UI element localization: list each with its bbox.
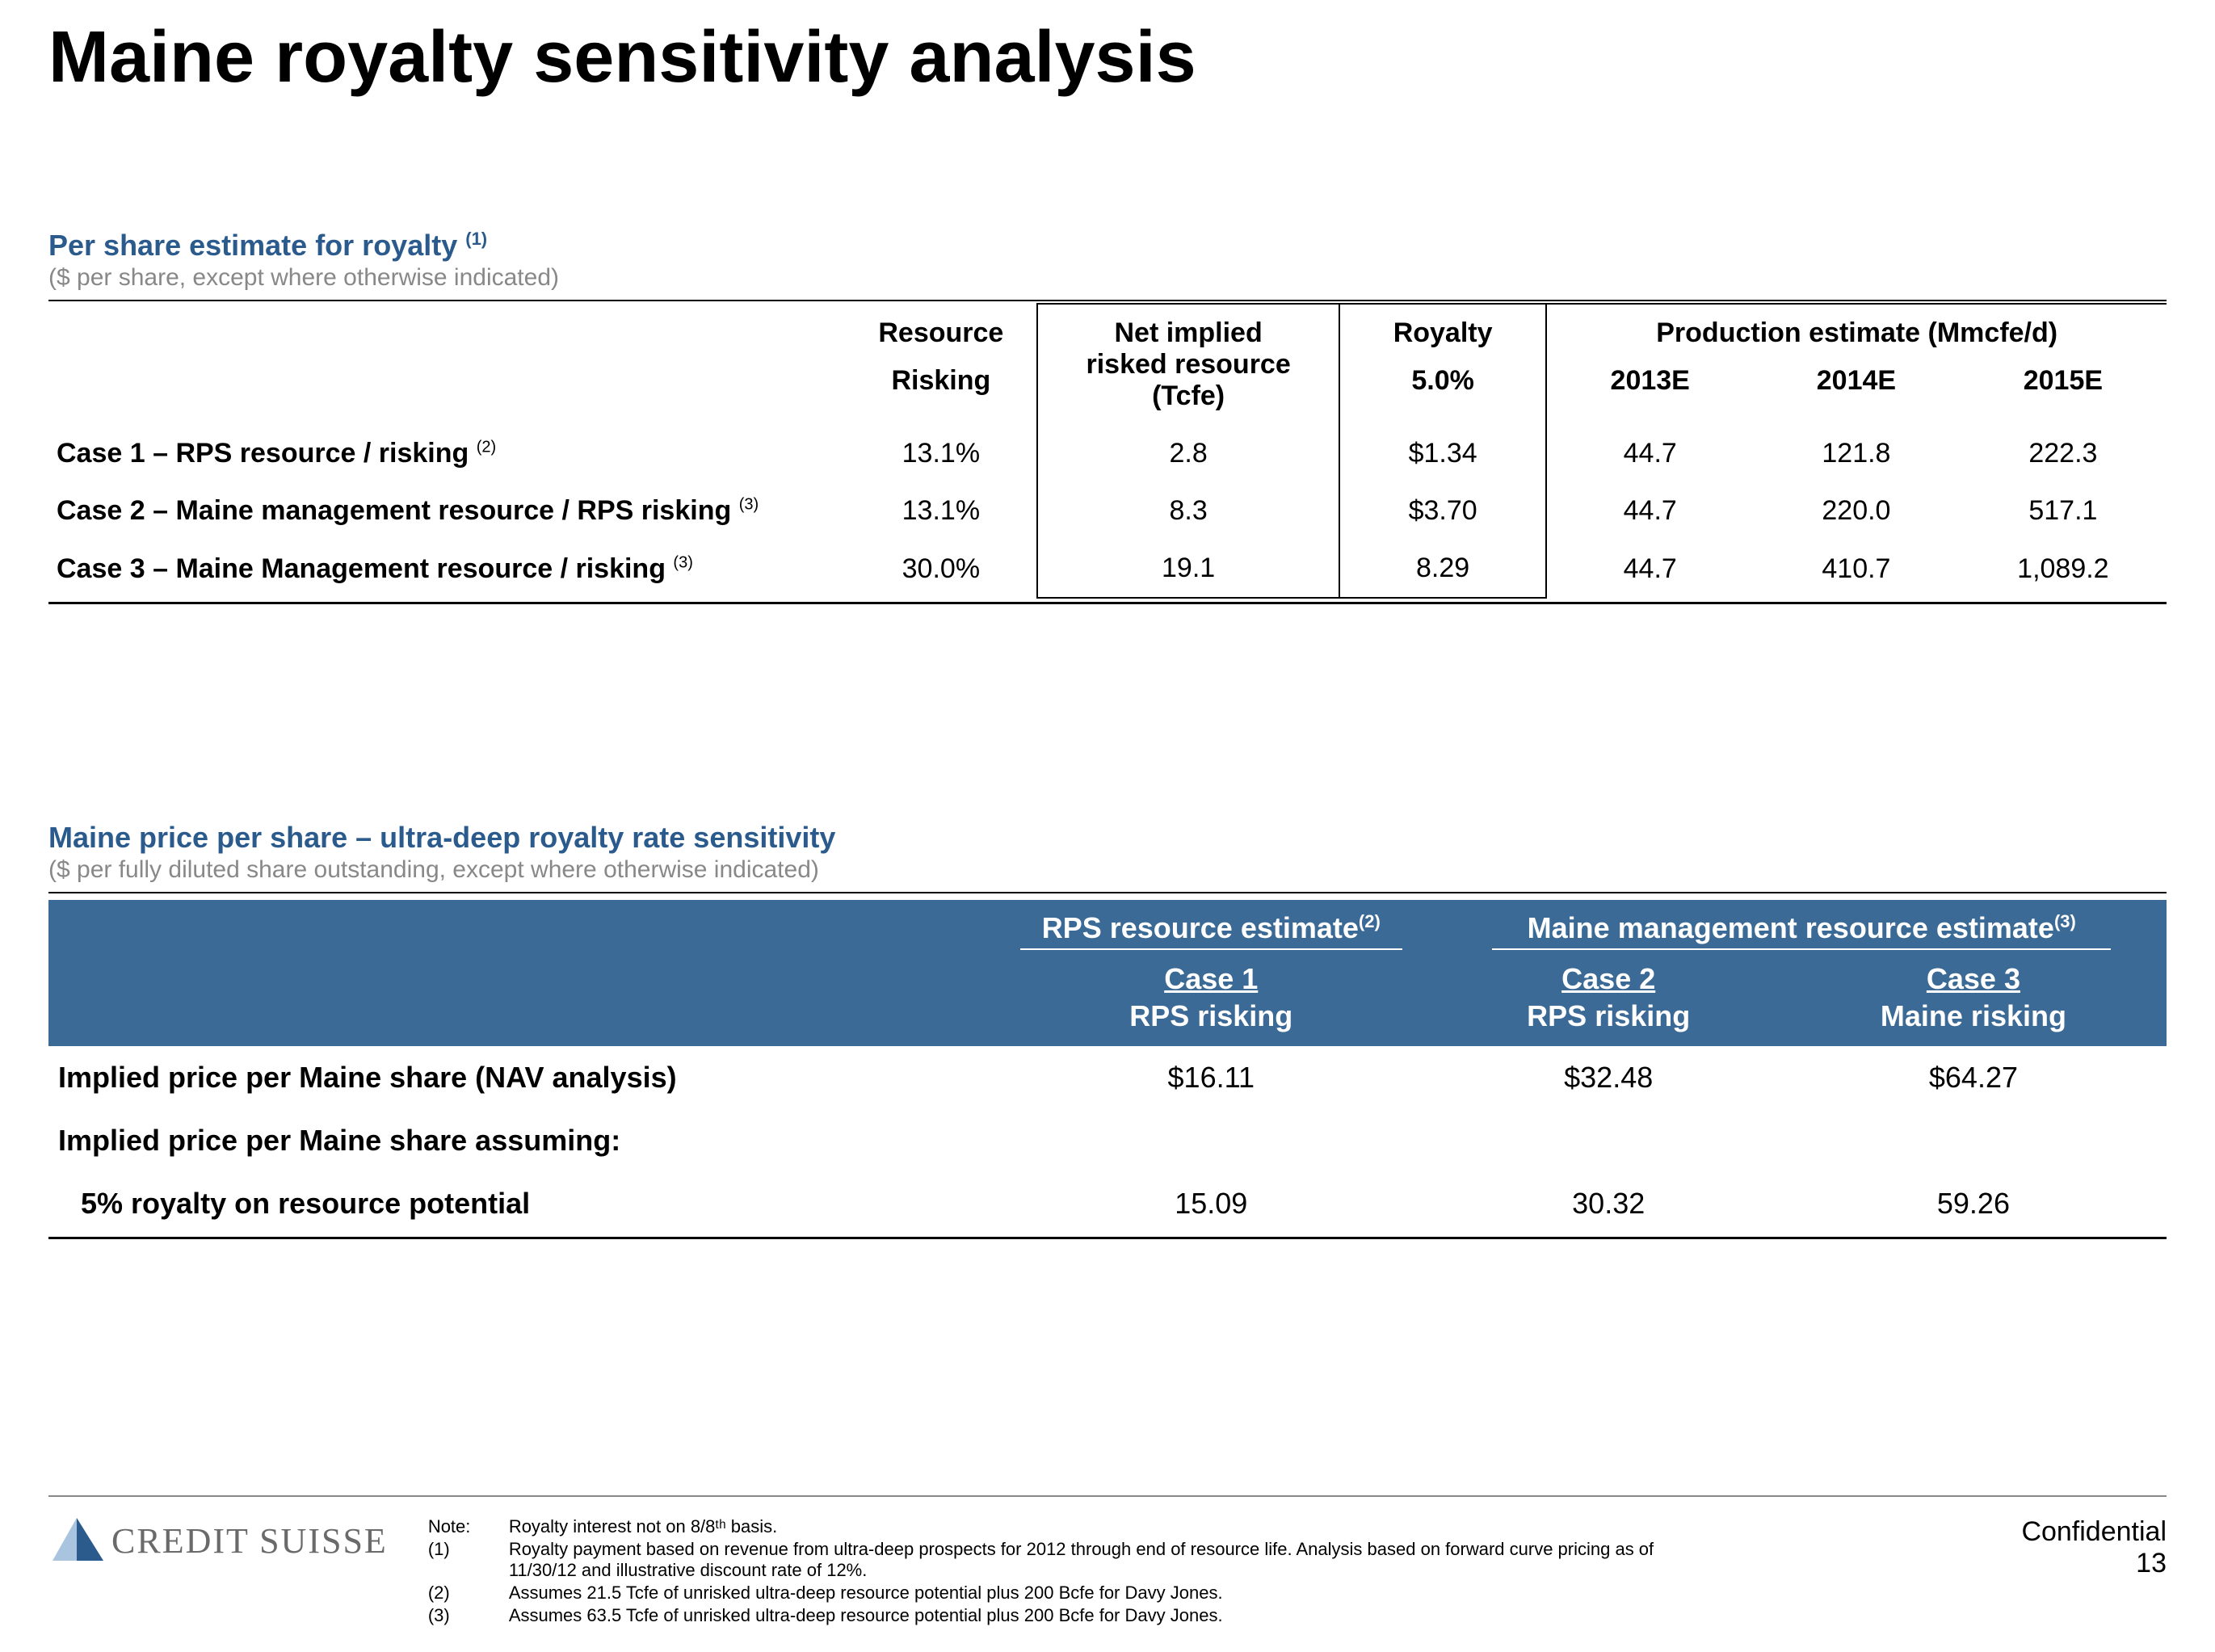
table1-subtitle: Per share estimate for royalty (1) [48, 229, 2167, 263]
nav-case3: $64.27 [1780, 1046, 2167, 1109]
table-row: Case 1 – RPS resource / risking (2) 13.1… [48, 425, 2167, 482]
case1-net: 2.8 [1037, 425, 1339, 482]
case2-sup: (3) [739, 496, 759, 514]
case1-risking: 13.1% [845, 425, 1037, 482]
price-sensitivity-table: RPS resource estimate(2) Maine managemen… [48, 900, 2167, 1235]
group2-sup: (3) [2054, 911, 2076, 931]
nav-case2: $32.48 [1437, 1046, 1780, 1109]
hdr-royalty: Royalty [1339, 304, 1547, 349]
table1-subtitle-sup: (1) [465, 229, 487, 249]
case1-sup: (2) [477, 439, 496, 456]
royalty-5pct-label: 5% royalty on resource potential [48, 1172, 986, 1235]
note1-text: Royalty payment based on revenue from ul… [509, 1539, 1721, 1581]
divider [48, 300, 2167, 301]
slide-footer: CREDIT SUISSE Note: Royalty interest not… [48, 1495, 2167, 1628]
assuming-label: Implied price per Maine share assuming: [48, 1109, 986, 1172]
footnotes: Note: Royalty interest not on 8/8ᵗʰ basi… [428, 1516, 1721, 1628]
royalty-case1: 15.09 [986, 1172, 1437, 1235]
case1-2013: 44.7 [1546, 425, 1753, 482]
case1-2015: 222.3 [1960, 425, 2167, 482]
hdr-royalty-pct: 5.0% [1339, 349, 1547, 425]
table1-subtitle-text: Per share estimate for royalty [48, 229, 457, 262]
sail-icon [48, 1516, 105, 1565]
table2-subtitle: Maine price per share – ultra-deep royal… [48, 821, 2167, 855]
case1-header: Case 1 [995, 962, 1427, 996]
table1-subnote: ($ per share, except where otherwise ind… [48, 264, 2167, 292]
note-text: Royalty interest not on 8/8ᵗʰ basis. [509, 1516, 1721, 1537]
case1-royalty: $1.34 [1339, 425, 1547, 482]
hdr-risking: Risking [845, 349, 1037, 425]
case2-net: 8.3 [1037, 482, 1339, 540]
case1-label: Case 1 – RPS resource / risking [57, 438, 469, 469]
case3-2013: 44.7 [1546, 540, 1753, 598]
group2-label: Maine management resource estimate [1528, 911, 2054, 944]
group1-sup: (2) [1359, 911, 1381, 931]
logo-text: CREDIT SUISSE [111, 1520, 388, 1562]
case2-2015: 517.1 [1960, 482, 2167, 540]
case3-royalty: 8.29 [1339, 540, 1547, 598]
table-row: Implied price per Maine share (NAV analy… [48, 1046, 2167, 1109]
divider [48, 1237, 2167, 1239]
case1-subheader: RPS risking [1129, 999, 1292, 1032]
note2-label: (2) [428, 1583, 485, 1604]
case2-royalty: $3.70 [1339, 482, 1547, 540]
case3-net: 19.1 [1037, 540, 1339, 598]
case3-sup: (3) [673, 553, 692, 571]
note3-text: Assumes 63.5 Tcfe of unrisked ultra-deep… [509, 1605, 1721, 1626]
page-number: 13 [2021, 1548, 2167, 1579]
table-row: Case 3 – Maine Management resource / ris… [48, 540, 2167, 598]
case2-label: Case 2 – Maine management resource / RPS… [57, 495, 731, 526]
case3-2014: 410.7 [1753, 540, 1960, 598]
note3-label: (3) [428, 1605, 485, 1626]
case1-2014: 121.8 [1753, 425, 1960, 482]
case3-2015: 1,089.2 [1960, 540, 2167, 598]
case3-subheader: Maine risking [1881, 999, 2066, 1032]
divider [48, 892, 2167, 893]
table-row: 5% royalty on resource potential 15.09 3… [48, 1172, 2167, 1235]
hdr-net-implied: Net implied [1037, 304, 1339, 349]
hdr-resource: Resource [845, 304, 1037, 349]
hdr-production-group: Production estimate (Mmcfe/d) [1546, 304, 2167, 349]
note-label: Note: [428, 1516, 485, 1537]
case2-2013: 44.7 [1546, 482, 1753, 540]
case2-risking: 13.1% [845, 482, 1037, 540]
royalty-case3: 59.26 [1780, 1172, 2167, 1235]
table-row: Case 2 – Maine management resource / RPS… [48, 482, 2167, 540]
royalty-case2: 30.32 [1437, 1172, 1780, 1235]
note1-label: (1) [428, 1539, 485, 1581]
case2-subheader: RPS risking [1527, 999, 1690, 1032]
hdr-2013e: 2013E [1546, 349, 1753, 425]
nav-analysis-label: Implied price per Maine share (NAV analy… [48, 1046, 986, 1109]
confidential-label: Confidential [2021, 1516, 2167, 1548]
nav-case1: $16.11 [986, 1046, 1437, 1109]
hdr-risked-resource: risked resource (Tcfe) [1037, 349, 1339, 425]
case3-label: Case 3 – Maine Management resource / ris… [57, 553, 666, 584]
case2-2014: 220.0 [1753, 482, 1960, 540]
note2-text: Assumes 21.5 Tcfe of unrisked ultra-deep… [509, 1583, 1721, 1604]
per-share-estimate-table: Resource Net implied Royalty Production … [48, 303, 2167, 599]
group1-label: RPS resource estimate [1042, 911, 1359, 944]
divider [48, 602, 2167, 604]
hdr-2015e: 2015E [1960, 349, 2167, 425]
hdr-2014e: 2014E [1753, 349, 1960, 425]
table2-subnote: ($ per fully diluted share outstanding, … [48, 856, 2167, 884]
case3-header: Case 3 [1790, 962, 2157, 996]
slide-title: Maine royalty sensitivity analysis [48, 16, 2167, 99]
table-row: Implied price per Maine share assuming: [48, 1109, 2167, 1172]
credit-suisse-logo: CREDIT SUISSE [48, 1516, 388, 1565]
case3-risking: 30.0% [845, 540, 1037, 598]
case2-header: Case 2 [1447, 962, 1771, 996]
